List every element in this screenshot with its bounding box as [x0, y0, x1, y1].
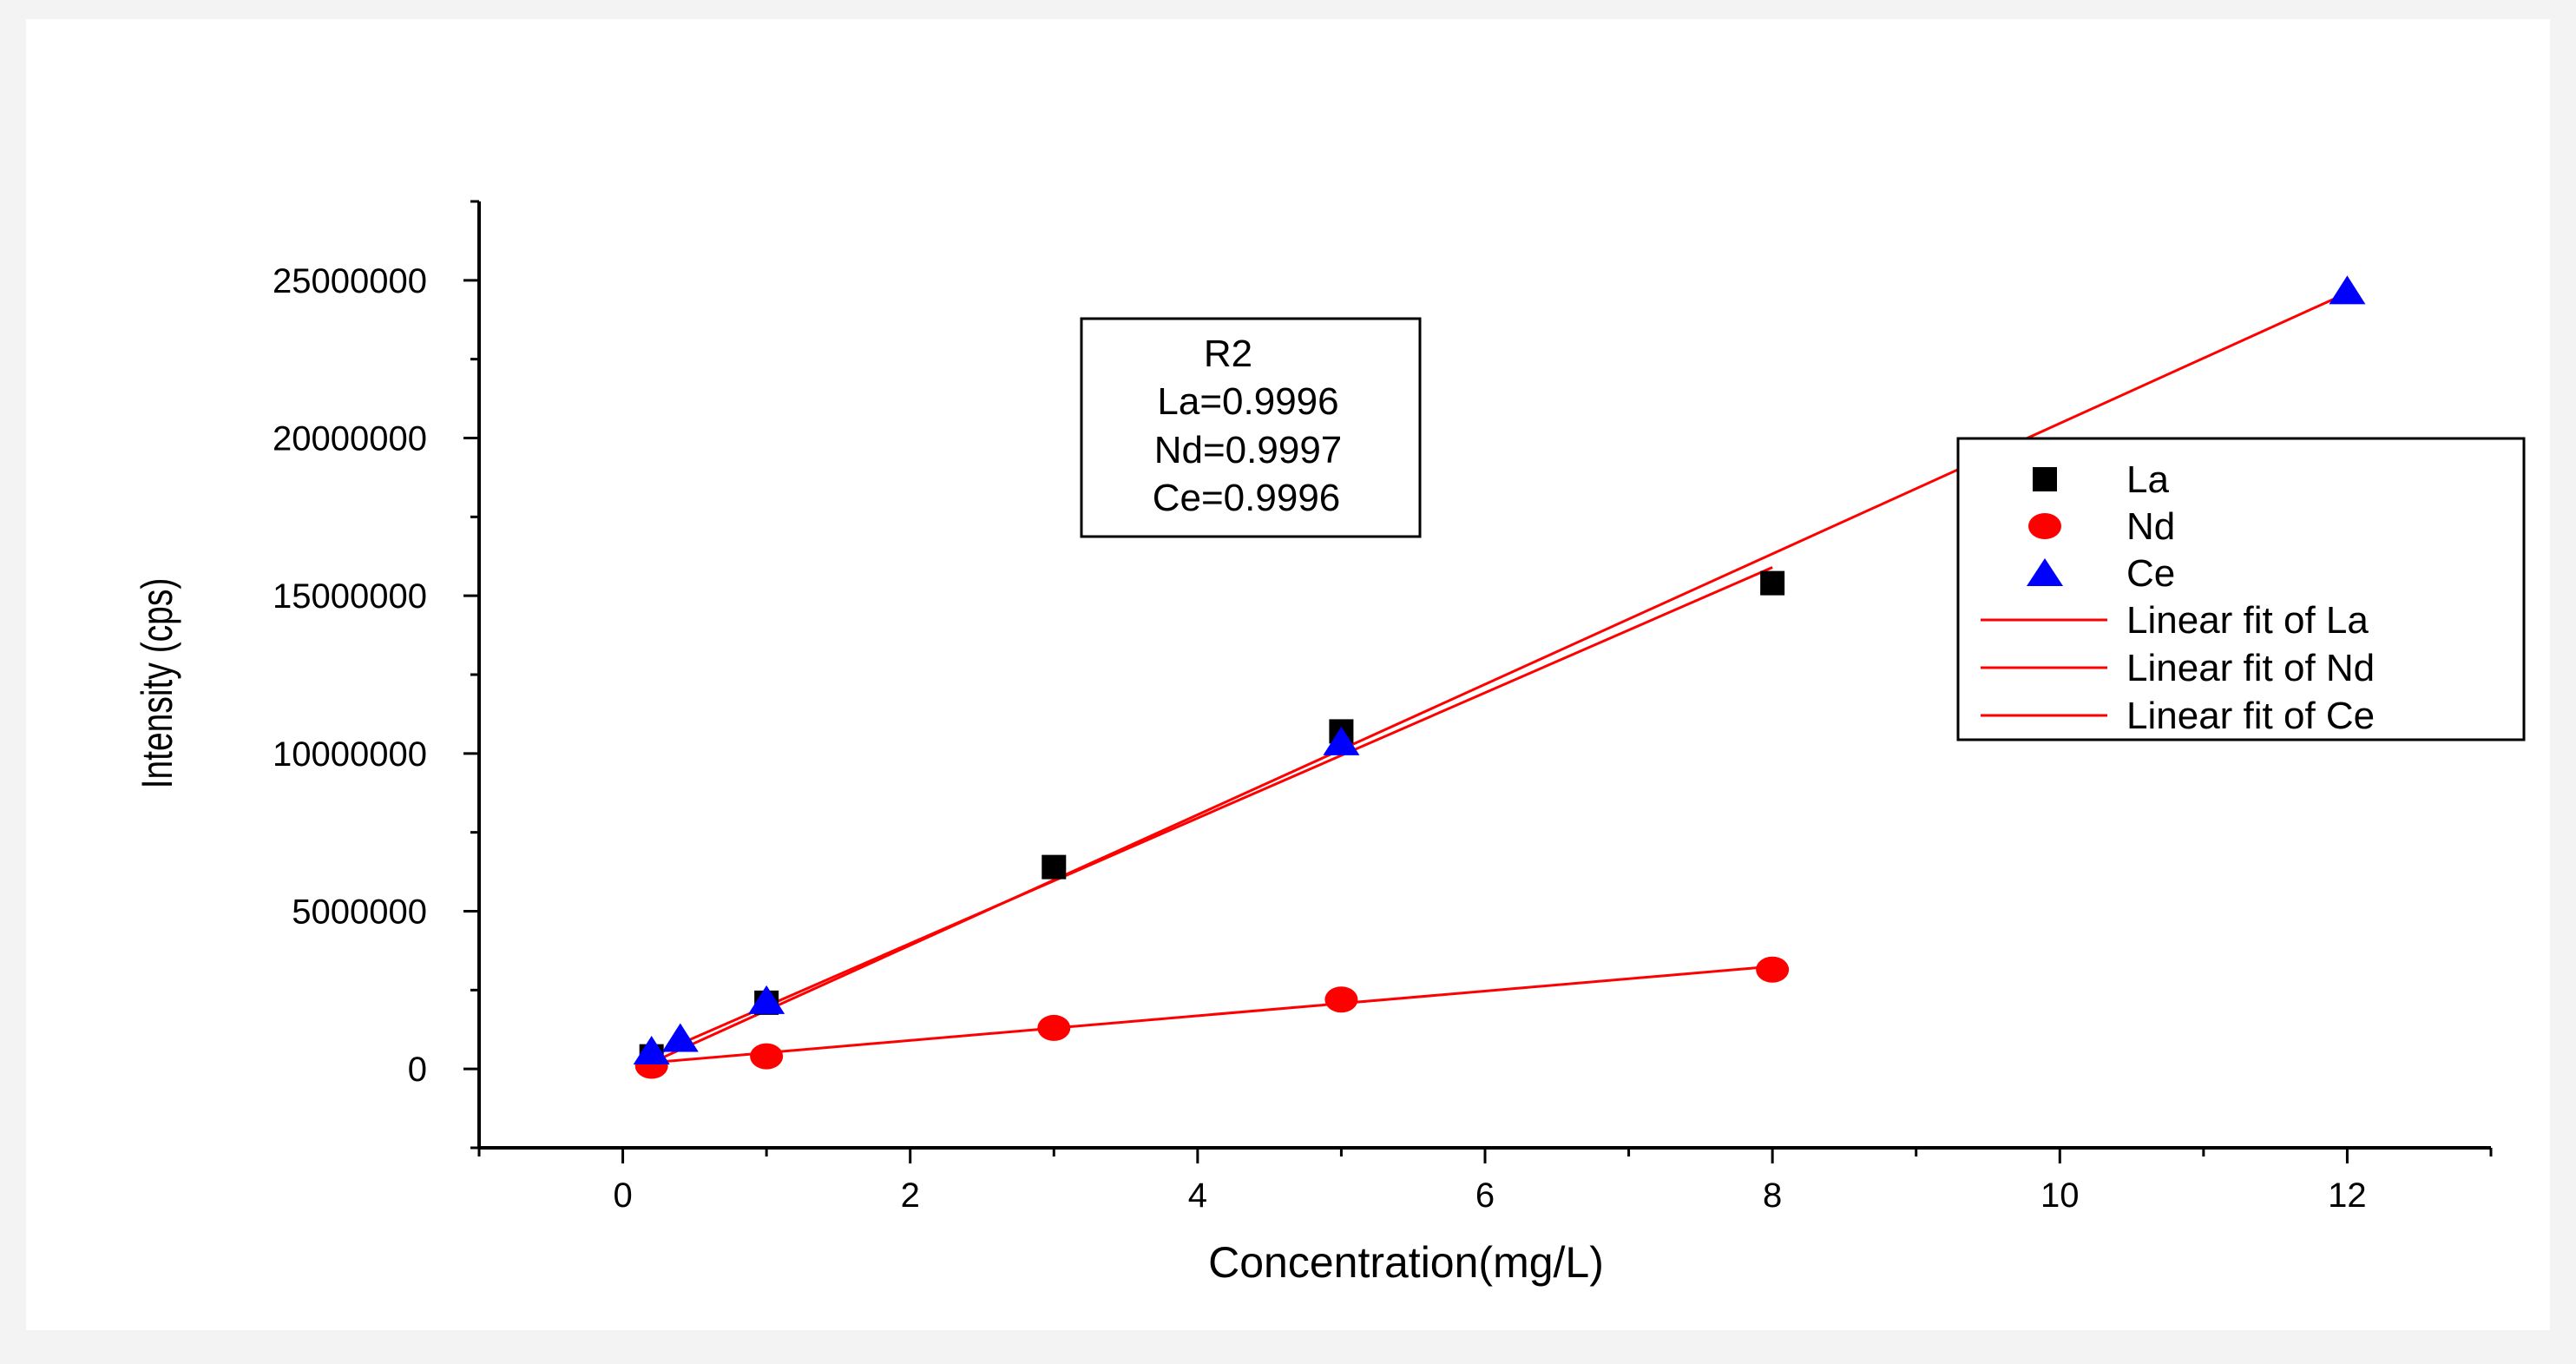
fit-line-la — [651, 566, 1773, 1058]
y-tick-label: 25000000 — [273, 262, 427, 300]
chart-canvas: 0 2 4 6 8 10 12 0 5000000 10000000 15000000 2000000… — [132, 200, 2526, 1287]
legend-la-square-marker — [2033, 467, 2057, 491]
point-la — [1760, 570, 1785, 596]
point-la — [1042, 854, 1067, 880]
x-tick-label: 12 — [2328, 1176, 2367, 1215]
point-nd — [1037, 1014, 1071, 1041]
x-tick-label: 6 — [1475, 1176, 1495, 1215]
y-tick-label: 20000000 — [273, 420, 427, 458]
point-ce — [2329, 275, 2366, 305]
point-nd — [750, 1043, 784, 1070]
x-tick-label: 10 — [2040, 1176, 2080, 1215]
legend-label-nd: Nd — [2126, 505, 2175, 548]
legend-label-ce-fit: Linear fit of Ce — [2126, 695, 2375, 737]
annotation-ce-r2: Ce=0.9996 — [1153, 477, 1341, 519]
fit-line-nd — [651, 965, 1773, 1064]
x-axis-title: Concentration(mg/L) — [1208, 1238, 1604, 1287]
legend-ce-triangle-marker — [2027, 558, 2063, 586]
y-tick-label: 10000000 — [273, 735, 427, 774]
point-ce — [633, 1036, 670, 1064]
y-axis-title: Intensity (cps) — [132, 578, 181, 789]
y-tick-label: 0 — [408, 1051, 427, 1089]
legend-label-ce: Ce — [2126, 552, 2175, 595]
fit-lines — [651, 292, 2349, 1064]
annotation-la-r2: La=0.9996 — [1157, 380, 1338, 423]
point-nd — [1756, 956, 1790, 983]
x-tick-label: 2 — [901, 1176, 920, 1215]
legend-label-nd-fit: Linear fit of Nd — [2126, 647, 2375, 689]
legend-nd-circle-marker — [2028, 513, 2061, 539]
annotation-title: R2 — [1204, 333, 1252, 375]
x-tick-label: 8 — [1763, 1176, 1782, 1215]
point-nd — [1324, 986, 1358, 1013]
axes: 0 2 4 6 8 10 12 0 5000000 10000000 15000000 2000000… — [273, 200, 2493, 1215]
legend-label-la: La — [2126, 458, 2169, 501]
point-ce — [661, 1023, 699, 1052]
point-ce — [748, 985, 785, 1014]
legend: La Nd Ce Linear fit of La Linear fit of … — [1956, 437, 2526, 741]
x-tick-label: 4 — [1188, 1176, 1207, 1215]
fit-line-ce — [651, 292, 2349, 1064]
point-ce — [1323, 726, 1360, 755]
annotation-border — [1080, 317, 1422, 538]
y-tick-label: 5000000 — [292, 893, 427, 932]
r2-annotation-box: R2 La=0.9996 Nd=0.9997 Ce=0.9996 — [1080, 317, 1422, 538]
chart-frame: 0 2 4 6 8 10 12 0 5000000 10000000 15000000 2000000… — [26, 19, 2550, 1330]
legend-label-la-fit: Linear fit of La — [2126, 599, 2369, 642]
y-tick-label: 15000000 — [273, 577, 427, 616]
x-tick-label: 0 — [613, 1176, 632, 1215]
data-markers — [633, 275, 2366, 1079]
annotation-nd-r2: Nd=0.9997 — [1154, 429, 1343, 471]
